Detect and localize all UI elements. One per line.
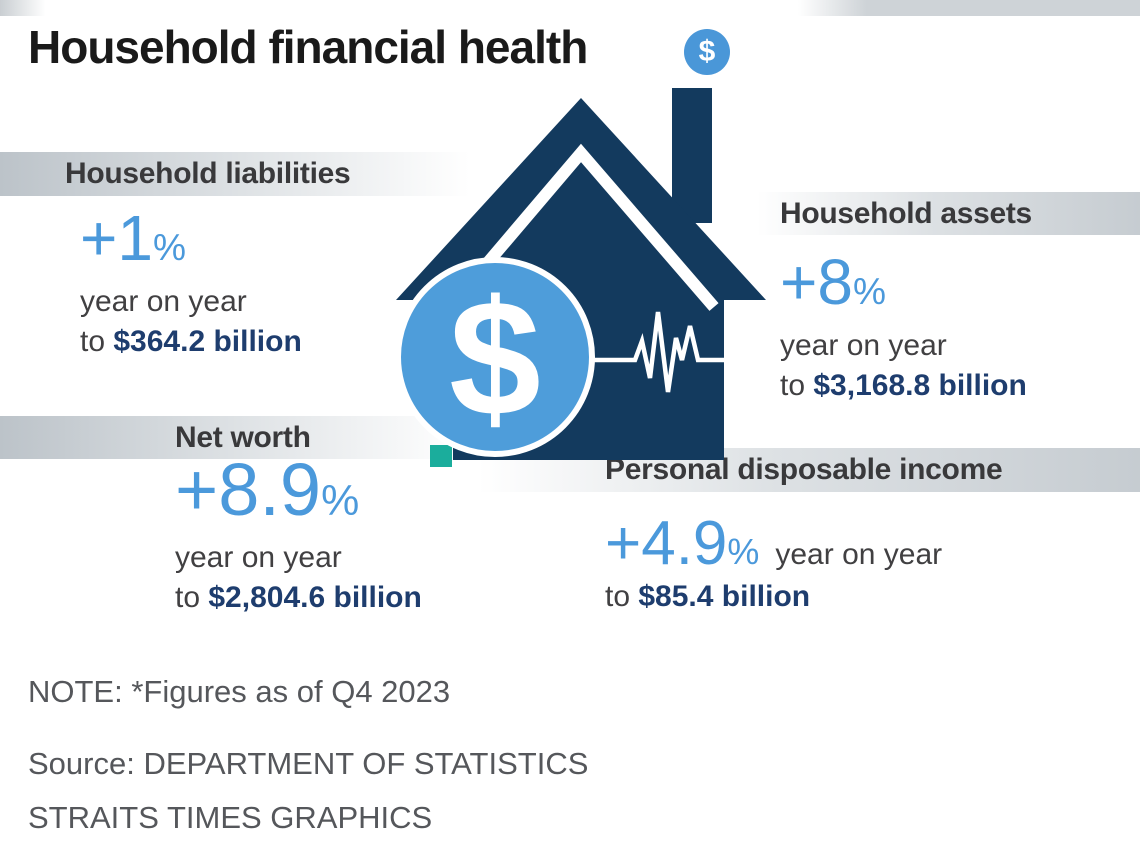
- section-header-household-liabilities: Household liabilities: [0, 152, 470, 196]
- amount-line: to $3,168.8 billion: [780, 369, 1027, 404]
- section-header-household-assets: Household assets: [757, 192, 1140, 235]
- pct-change-income: +4.9%: [605, 512, 759, 575]
- amount-value: $364.2 billion: [113, 324, 302, 358]
- yoy-label: year on year: [780, 329, 947, 363]
- yoy-label: year on year: [775, 538, 943, 571]
- top-decorative-strip: [0, 0, 1140, 16]
- pct-value: +1: [80, 202, 153, 274]
- pct-value: +4.9: [605, 509, 728, 578]
- amount-line: to $85.4 billion: [605, 580, 942, 615]
- pct-change-assets: +8%: [780, 249, 1027, 315]
- dollar-glyph-large: $: [449, 266, 541, 450]
- pct-value: +8: [780, 246, 853, 318]
- pct-change-income-row: +4.9% year on year: [605, 512, 942, 575]
- roof-inner-outline: [445, 143, 719, 311]
- amount-value: $3,168.8 billion: [813, 368, 1027, 402]
- to-label: to: [780, 368, 806, 402]
- to-label: to: [175, 580, 201, 614]
- yoy-label: year on year: [80, 285, 247, 319]
- note-text: NOTE: *Figures as of Q4 2023: [28, 674, 451, 709]
- section-title-assets: Household assets: [780, 196, 1032, 230]
- pulse-line-icon: [593, 311, 740, 393]
- source-text: Source: DEPARTMENT OF STATISTICS: [28, 746, 589, 781]
- dollar-glyph-small: $: [698, 35, 716, 68]
- pct-change-liabilities: +1%: [80, 205, 302, 271]
- stat-household-liabilities: +1% year on year to $364.2 billion: [80, 205, 302, 360]
- pct-change-net-worth: +8.9%: [175, 452, 422, 527]
- stat-personal-disposable-income: +4.9% year on year to $85.4 billion: [605, 512, 942, 615]
- pct-symbol: %: [321, 477, 360, 525]
- page-title: Household financial health: [28, 21, 588, 73]
- amount-line: to $2,804.6 billion: [175, 581, 422, 616]
- section-title-net-worth: Net worth: [175, 420, 311, 454]
- roof-shape: [396, 98, 766, 300]
- house-illustration: $: [395, 88, 766, 467]
- teal-square-accent: [430, 445, 452, 467]
- stat-household-assets: +8% year on year to $3,168.8 billion: [780, 249, 1027, 404]
- amount-value: $2,804.6 billion: [208, 580, 422, 614]
- section-header-net-worth: Net worth: [0, 416, 462, 459]
- pct-symbol: %: [852, 270, 886, 312]
- dollar-circle-icon: [395, 257, 595, 457]
- amount-line: to $364.2 billion: [80, 325, 302, 360]
- chimney-shape: [672, 88, 712, 223]
- stat-net-worth: +8.9% year on year to $2,804.6 billion: [175, 452, 422, 615]
- pct-value: +8.9: [175, 448, 322, 531]
- section-title-liabilities: Household liabilities: [65, 157, 351, 190]
- amount-value: $85.4 billion: [638, 580, 811, 614]
- credit-text: STRAITS TIMES GRAPHICS: [28, 800, 433, 835]
- yoy-label: year on year: [175, 541, 342, 575]
- pct-symbol: %: [727, 531, 760, 572]
- to-label: to: [80, 324, 106, 358]
- pct-symbol: %: [152, 226, 186, 268]
- dollar-badge-icon: $: [684, 29, 730, 75]
- to-label: to: [605, 580, 631, 614]
